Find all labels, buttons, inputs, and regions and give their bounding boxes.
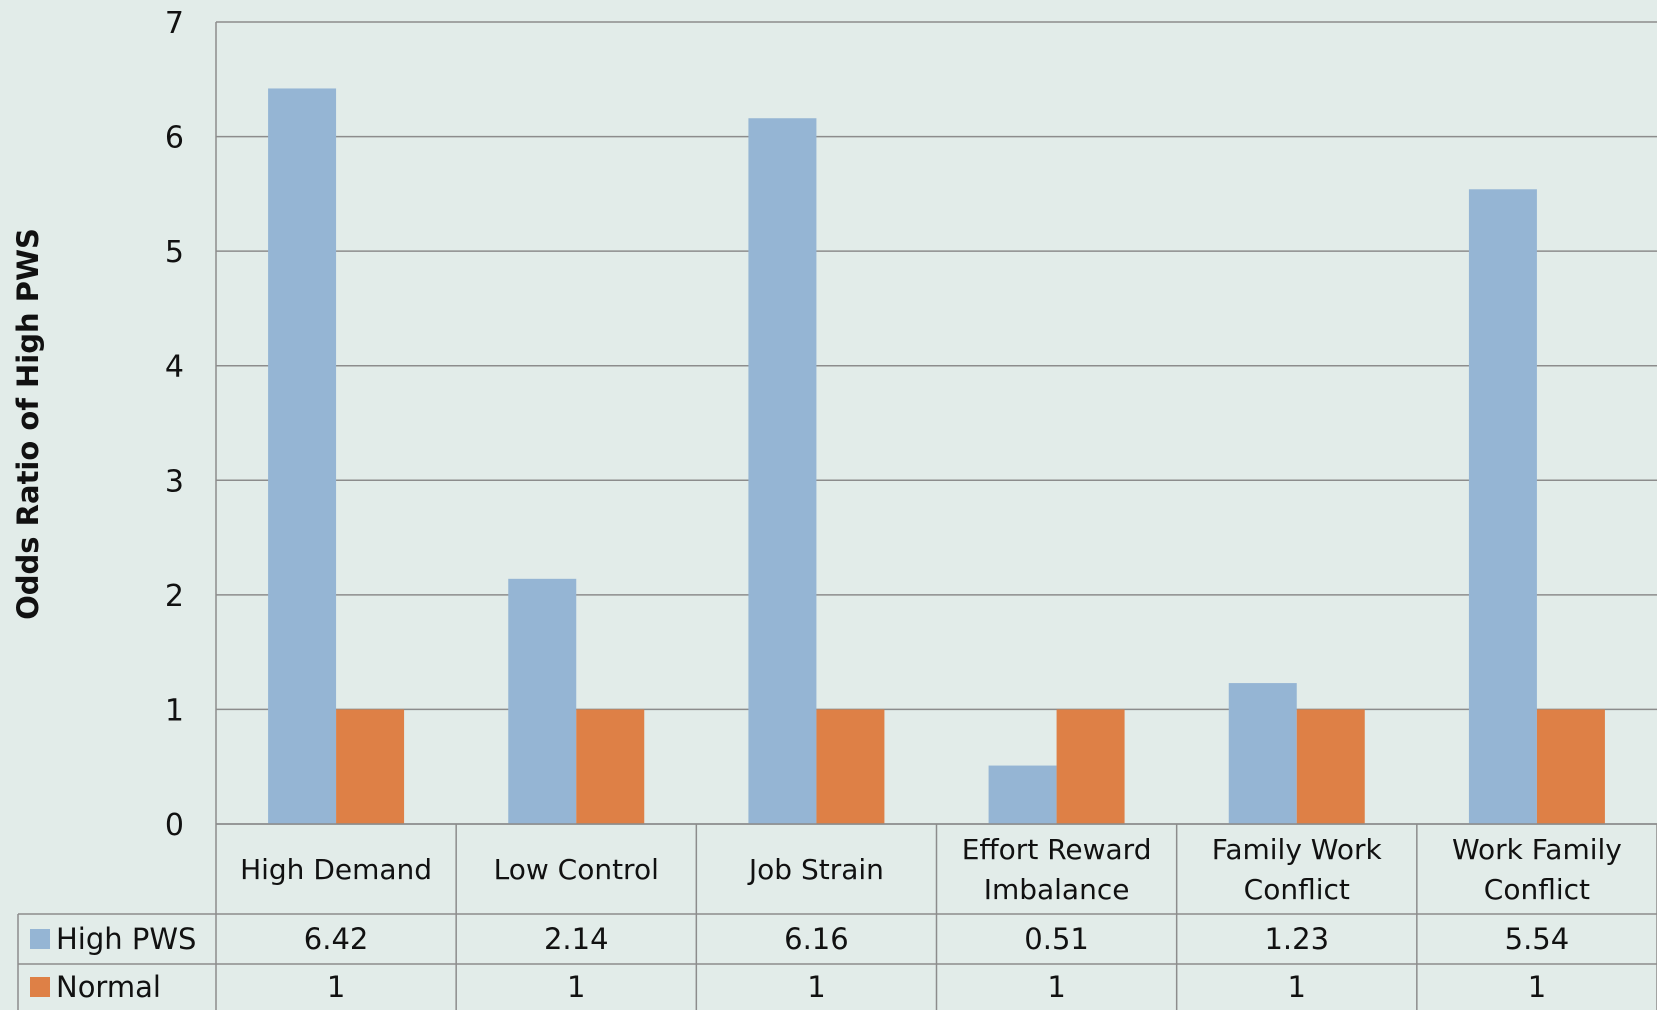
bar-high-pws — [748, 118, 817, 825]
category-label: Family Work — [1212, 833, 1383, 866]
y-tick-label: 5 — [165, 235, 184, 270]
bar-normal — [576, 709, 645, 824]
bar-high-pws — [1468, 189, 1537, 824]
category-label: High Demand — [240, 853, 432, 886]
bar-high-pws — [988, 765, 1057, 824]
bar-normal — [816, 709, 885, 824]
legend-label: High PWS — [56, 922, 196, 956]
data-label: 1 — [327, 970, 345, 1004]
category-label: Effort Reward — [962, 833, 1152, 866]
y-tick-label: 0 — [165, 808, 184, 843]
category-label: Low Control — [494, 853, 659, 886]
data-label: 1.23 — [1264, 922, 1329, 956]
data-label: 1 — [1528, 970, 1546, 1004]
category-label: Work Family — [1452, 833, 1622, 866]
category-label: Conflict — [1244, 873, 1350, 906]
data-label: 1 — [567, 970, 585, 1004]
data-label: 0.51 — [1024, 922, 1089, 956]
y-tick-label: 2 — [165, 579, 184, 614]
bar-high-pws — [1228, 683, 1297, 824]
bar-high-pws — [268, 88, 337, 825]
bar-normal — [1056, 709, 1125, 824]
category-label: Job Strain — [747, 853, 884, 886]
bar-normal — [1296, 709, 1365, 824]
legend-swatch — [30, 977, 50, 997]
category-label: Conflict — [1484, 873, 1590, 906]
y-tick-label: 3 — [165, 464, 184, 499]
data-label: 2.14 — [544, 922, 609, 956]
data-label: 1 — [1047, 970, 1065, 1004]
y-tick-label: 4 — [165, 350, 184, 385]
y-axis-label: Odds Ratio of High PWS — [11, 228, 45, 620]
bar-normal — [336, 709, 405, 824]
y-tick-label: 6 — [165, 121, 184, 156]
data-label: 6.16 — [784, 922, 849, 956]
y-tick-label: 7 — [165, 6, 184, 41]
data-label: 1 — [807, 970, 825, 1004]
bar-normal — [1536, 709, 1605, 824]
bar-high-pws — [508, 578, 577, 824]
data-label: 5.54 — [1505, 922, 1570, 956]
category-label: Imbalance — [984, 873, 1130, 906]
y-tick-label: 1 — [165, 693, 184, 728]
data-label: 1 — [1288, 970, 1306, 1004]
legend-label: Normal — [56, 970, 161, 1004]
data-label: 6.42 — [304, 922, 369, 956]
legend-swatch — [30, 929, 50, 949]
